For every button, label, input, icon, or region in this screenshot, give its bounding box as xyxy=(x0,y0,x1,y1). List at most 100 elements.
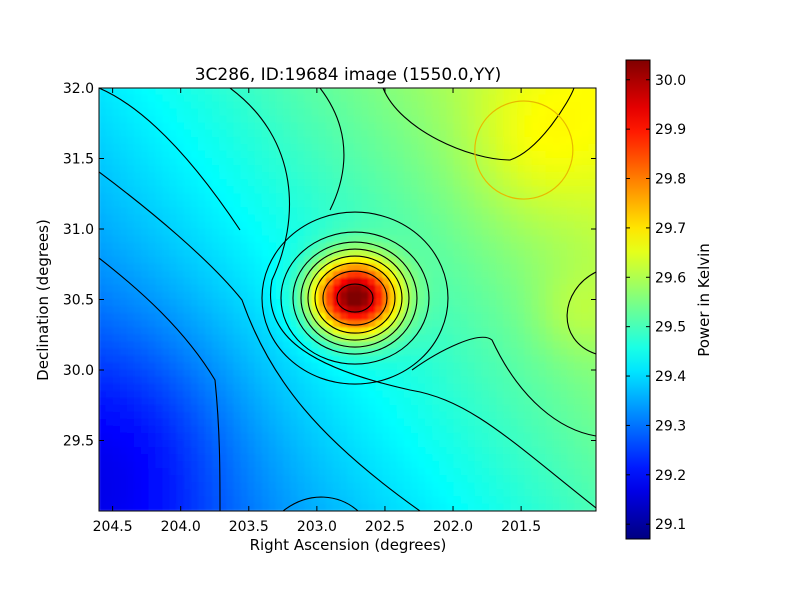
heatmap-cell xyxy=(318,482,327,491)
heatmap-cell xyxy=(119,397,128,406)
heatmap-cell xyxy=(240,158,249,167)
heatmap-cell xyxy=(276,115,285,124)
heatmap-cell xyxy=(126,411,135,420)
heatmap-cell xyxy=(148,348,157,357)
heatmap-cell xyxy=(176,214,185,223)
heatmap-cell xyxy=(432,172,441,181)
heatmap-cell xyxy=(162,179,171,188)
heatmap-cell xyxy=(347,440,356,449)
heatmap-cell xyxy=(112,404,121,413)
heatmap-cell xyxy=(148,242,157,251)
heatmap-cell xyxy=(375,390,384,399)
heatmap-cell xyxy=(276,447,285,456)
heatmap-cell xyxy=(162,256,171,265)
heatmap-cell xyxy=(332,277,341,286)
heatmap-cell xyxy=(311,88,320,96)
heatmap-cell xyxy=(290,475,299,484)
heatmap-cell xyxy=(574,313,583,322)
heatmap-cell xyxy=(261,242,270,251)
heatmap-cell xyxy=(552,165,561,174)
heatmap-cell xyxy=(339,320,348,329)
heatmap-cell xyxy=(467,362,476,371)
heatmap-cell xyxy=(240,397,249,406)
heatmap-cell xyxy=(197,447,206,456)
heatmap-cell xyxy=(134,101,143,110)
heatmap-cell xyxy=(588,228,596,237)
heatmap-cell xyxy=(99,235,107,244)
heatmap-cell xyxy=(460,143,469,152)
heatmap-cell xyxy=(481,165,490,174)
heatmap-cell xyxy=(460,432,469,441)
heatmap-cell xyxy=(219,440,228,449)
heatmap-cell xyxy=(169,256,178,265)
heatmap-cell xyxy=(297,475,306,484)
heatmap-cell xyxy=(382,249,391,258)
heatmap-cell xyxy=(403,447,412,456)
heatmap-cell xyxy=(446,418,455,427)
heatmap-cell xyxy=(503,404,512,413)
heatmap-cell xyxy=(481,475,490,484)
heatmap-cell xyxy=(233,482,242,491)
heatmap-cell xyxy=(105,214,114,223)
heatmap-cell xyxy=(560,362,569,371)
heatmap-cell xyxy=(247,193,256,202)
heatmap-cell xyxy=(432,150,441,159)
heatmap-cell xyxy=(176,390,185,399)
heatmap-cell xyxy=(233,447,242,456)
heatmap-cell xyxy=(517,306,526,315)
heatmap-cell xyxy=(581,461,590,470)
heatmap-cell xyxy=(538,221,547,230)
colorbar-tick-label: 29.4 xyxy=(655,369,686,385)
heatmap-cell xyxy=(268,447,277,456)
heatmap-cell xyxy=(247,369,256,378)
heatmap-cell xyxy=(112,327,121,336)
heatmap-cell xyxy=(432,432,441,441)
heatmap-cell xyxy=(311,235,320,244)
heatmap-cell xyxy=(176,94,185,103)
heatmap-cell xyxy=(254,179,263,188)
heatmap-cell xyxy=(410,256,419,265)
heatmap-cell xyxy=(318,404,327,413)
heatmap-cell xyxy=(339,249,348,258)
heatmap-cell xyxy=(552,454,561,463)
heatmap-cell xyxy=(126,165,135,174)
heatmap-cell xyxy=(389,376,398,385)
heatmap-cell xyxy=(325,425,334,434)
heatmap-cell xyxy=(311,249,320,258)
colorbar-tick-label: 29.2 xyxy=(655,468,686,484)
heatmap-cell xyxy=(290,214,299,223)
heatmap-cell xyxy=(318,235,327,244)
heatmap-cell xyxy=(318,284,327,293)
heatmap-cell xyxy=(190,334,199,343)
heatmap-cell xyxy=(467,284,476,293)
heatmap-cell xyxy=(425,348,434,357)
heatmap-cell xyxy=(318,207,327,216)
heatmap-cell xyxy=(162,88,171,96)
heatmap-cell xyxy=(212,256,221,265)
heatmap-cell xyxy=(382,242,391,251)
heatmap-cell xyxy=(290,165,299,174)
heatmap-cell xyxy=(481,179,490,188)
heatmap-cell xyxy=(574,376,583,385)
heatmap-cell xyxy=(155,390,164,399)
heatmap-cell xyxy=(567,306,576,315)
heatmap-cell xyxy=(588,122,596,131)
heatmap-cell xyxy=(105,200,114,209)
heatmap-cell xyxy=(247,150,256,159)
heatmap-cell xyxy=(418,88,427,96)
heatmap-cell xyxy=(176,136,185,145)
heatmap-cell xyxy=(368,122,377,131)
heatmap-cell xyxy=(183,101,192,110)
heatmap-cell xyxy=(524,172,533,181)
heatmap-cell xyxy=(538,115,547,124)
heatmap-cell xyxy=(240,454,249,463)
heatmap-cell xyxy=(176,383,185,392)
heatmap-cell xyxy=(460,355,469,364)
heatmap-cell xyxy=(311,143,320,152)
heatmap-cell xyxy=(119,101,128,110)
heatmap-cell xyxy=(389,277,398,286)
heatmap-cell xyxy=(347,108,356,117)
heatmap-cell xyxy=(460,376,469,385)
heatmap-cell xyxy=(481,207,490,216)
heatmap-cell xyxy=(524,341,533,350)
